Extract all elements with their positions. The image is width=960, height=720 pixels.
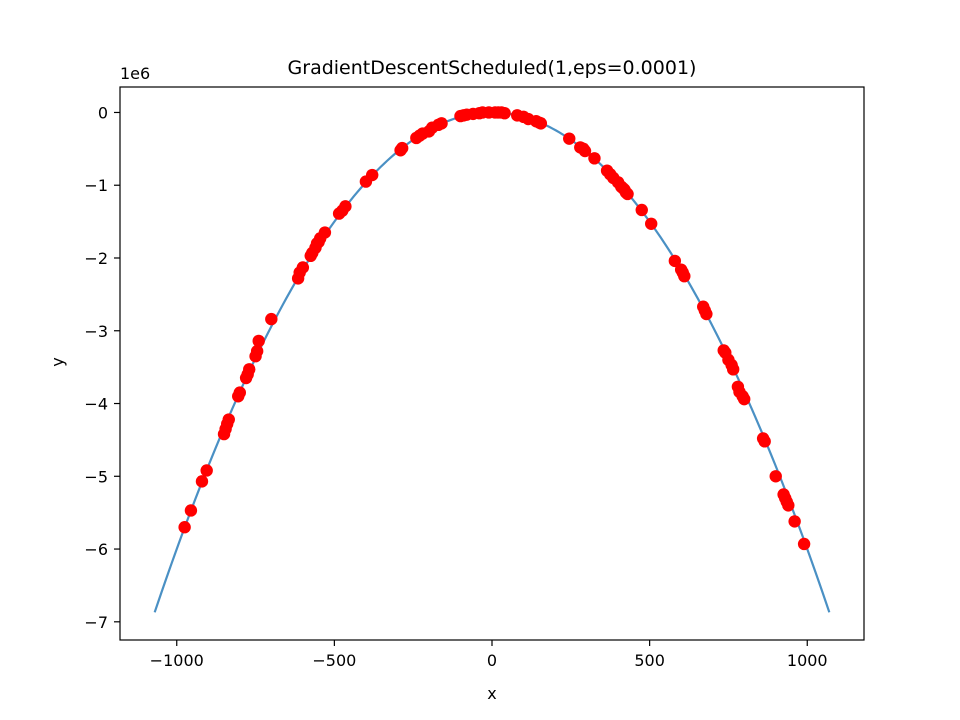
y-tick-label: −1 xyxy=(84,176,108,195)
data-point xyxy=(588,152,601,165)
data-point xyxy=(758,435,771,448)
data-point xyxy=(184,504,198,517)
data-point xyxy=(178,521,191,534)
data-point xyxy=(534,117,548,130)
data-point xyxy=(318,226,332,239)
data-point xyxy=(243,363,256,376)
chart-title: GradientDescentScheduled(1,eps=0.0001) xyxy=(288,57,697,79)
y-tick-label: 0 xyxy=(98,103,108,122)
data-point xyxy=(498,106,511,120)
x-axis-label: x xyxy=(487,684,496,703)
data-point xyxy=(222,413,235,426)
data-point xyxy=(788,515,801,528)
data-point xyxy=(700,307,713,321)
y-tick-label: −2 xyxy=(84,249,108,268)
data-point xyxy=(252,334,265,348)
y-axis-label: y xyxy=(48,357,67,366)
data-point xyxy=(578,144,592,158)
data-point xyxy=(678,269,691,283)
data-point xyxy=(265,312,278,326)
y-tick-label: −3 xyxy=(84,322,108,341)
data-point xyxy=(621,187,634,201)
data-point xyxy=(366,168,379,182)
x-axis-ticks: −1000 −500 0 500 1000 xyxy=(150,640,828,670)
data-point xyxy=(738,392,751,406)
data-point xyxy=(635,203,648,217)
x-tick-label: 500 xyxy=(634,651,665,670)
y-tick-label: −7 xyxy=(84,613,108,632)
y-tick-label: −4 xyxy=(84,395,108,414)
data-point xyxy=(200,464,213,477)
data-point xyxy=(233,386,246,399)
plot-frame xyxy=(119,86,865,641)
x-tick-label: −500 xyxy=(312,651,356,670)
data-point xyxy=(668,254,682,268)
y-tick-label: −6 xyxy=(84,540,108,559)
data-point xyxy=(250,344,264,358)
y-offset-label: 1e6 xyxy=(120,64,150,83)
plot-area xyxy=(153,106,831,613)
y-axis-ticks: 0 −1 −2 −3 −4 −5 −6 −7 xyxy=(84,103,120,632)
x-tick-label: −1000 xyxy=(150,651,204,670)
data-point xyxy=(797,537,811,551)
data-point xyxy=(726,363,740,376)
data-point xyxy=(195,475,209,488)
data-point xyxy=(435,117,448,130)
data-point xyxy=(782,499,795,512)
data-point xyxy=(296,261,310,274)
x-tick-label: 1000 xyxy=(787,651,828,670)
data-point xyxy=(645,217,658,230)
x-tick-label: 0 xyxy=(487,651,497,670)
data-point xyxy=(395,141,409,155)
y-tick-label: −5 xyxy=(84,467,108,486)
data-point xyxy=(563,132,576,145)
data-point xyxy=(769,470,782,483)
data-point xyxy=(339,200,352,213)
